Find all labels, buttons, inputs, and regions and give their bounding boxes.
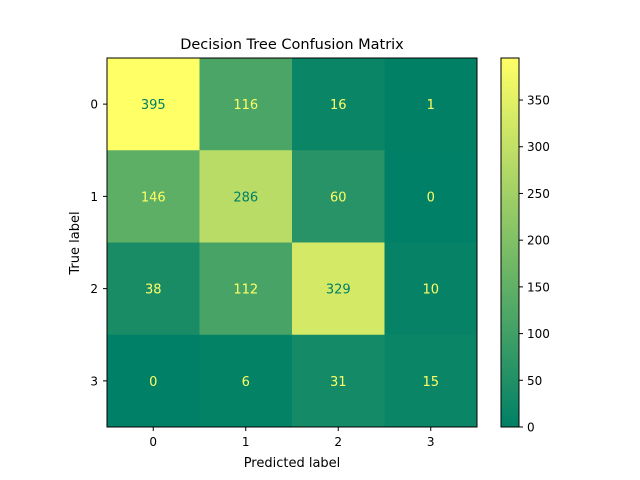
- colorbar-ticks: 0 50 100 150 200 250 300 350: [519, 94, 550, 435]
- heatmap-cell: [384, 334, 478, 428]
- x-tick-label: 1: [242, 435, 250, 449]
- colorbar-tick-label: 350: [527, 94, 550, 108]
- plot-frame: [106, 57, 478, 428]
- cell-value-label: 38: [145, 283, 162, 298]
- heatmap-cell: [107, 242, 200, 336]
- colorbar-tick-label: 0: [527, 421, 535, 435]
- cell-value-label: 1: [427, 98, 435, 113]
- y-tick-label: 1: [90, 190, 98, 204]
- x-tick-label: 2: [334, 435, 342, 449]
- cell-value-label: 329: [326, 283, 351, 298]
- y-axis-label: True label: [68, 211, 83, 275]
- cell-value-label: 6: [242, 375, 250, 390]
- cell-value-label: 0: [149, 375, 157, 390]
- cell-value-label: 16: [330, 98, 347, 113]
- x-tick-label: 0: [149, 435, 157, 449]
- heatmap-cell: [292, 334, 385, 428]
- x-axis-ticks: 0 1 2 3: [149, 427, 435, 449]
- colorbar-tick-label: 100: [527, 327, 550, 341]
- cell-value-label: 0: [427, 190, 435, 205]
- colorbar-tick-label: 250: [527, 187, 550, 201]
- heatmap-cell: [384, 150, 478, 243]
- heatmap-cell: [107, 150, 200, 243]
- x-axis-label: Predicted label: [244, 456, 341, 471]
- heatmap-cell: [199, 334, 293, 428]
- y-axis-ticks: 0 1 2 3: [90, 98, 107, 388]
- cell-value-label: 31: [330, 375, 347, 390]
- chart-title: Decision Tree Confusion Matrix: [180, 37, 404, 53]
- cell-value-label: 116: [233, 98, 258, 113]
- heatmap-cell-labels: 395 116 16 1 146 286 60 0 38 112 329 10 0 6 31 15: [141, 98, 439, 390]
- colorbar-tick-label: 200: [527, 234, 550, 248]
- x-tick-label: 3: [427, 435, 435, 449]
- heatmap-cell: [292, 150, 385, 243]
- cell-value-label: 15: [422, 375, 439, 390]
- colorbar-tick-label: 300: [527, 140, 550, 154]
- colorbar-tick-label: 50: [527, 374, 542, 388]
- cell-value-label: 60: [330, 190, 347, 205]
- heatmap-cell: [292, 242, 385, 336]
- heatmap-cell: [107, 58, 200, 151]
- heatmap-cell: [384, 58, 478, 151]
- heatmap-cell: [292, 58, 385, 151]
- cell-value-label: 395: [141, 98, 166, 113]
- colorbar: [500, 57, 520, 428]
- colorbar-tick-label: 150: [527, 280, 550, 294]
- cell-value-label: 112: [233, 283, 258, 298]
- cell-value-label: 146: [141, 190, 166, 205]
- heatmap-cell: [199, 150, 293, 243]
- heatmap-cells: [107, 58, 478, 428]
- y-tick-label: 0: [90, 98, 98, 112]
- heatmap-cell: [199, 242, 293, 336]
- cell-value-label: 10: [422, 283, 439, 298]
- cell-value-label: 286: [233, 190, 258, 205]
- heatmap-cell: [107, 334, 200, 428]
- y-tick-label: 3: [90, 374, 98, 388]
- heatmap-cell: [384, 242, 478, 336]
- y-tick-label: 2: [90, 282, 98, 296]
- heatmap-cell: [199, 58, 293, 151]
